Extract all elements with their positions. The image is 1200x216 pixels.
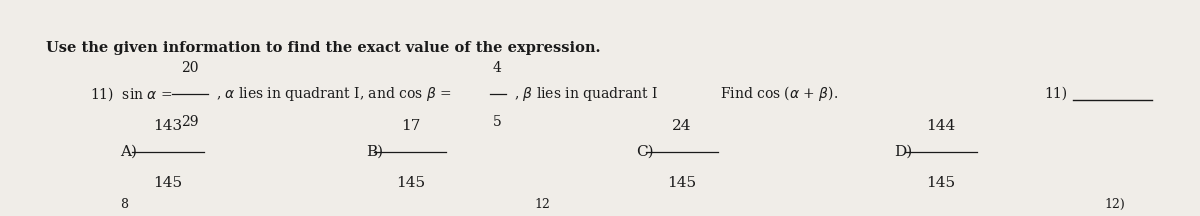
Text: 11): 11) [1044,87,1067,101]
Text: 29: 29 [181,115,198,129]
Text: 20: 20 [181,61,198,75]
Text: 24: 24 [672,119,691,133]
Text: Use the given information to find the exact value of the expression.: Use the given information to find the ex… [46,41,600,54]
Text: B): B) [366,144,383,158]
Text: C): C) [636,144,654,158]
Text: 4: 4 [492,61,502,75]
Text: 8: 8 [120,198,128,211]
Text: A): A) [120,144,137,158]
Text: 17: 17 [401,119,420,133]
Text: 12: 12 [534,198,550,211]
Text: 145: 145 [396,176,425,189]
Text: 145: 145 [667,176,696,189]
Text: 145: 145 [154,176,182,189]
Text: 12): 12) [1104,198,1124,211]
Text: 11)  sin $\alpha$ =: 11) sin $\alpha$ = [90,85,173,103]
Text: 5: 5 [492,115,502,129]
Text: D): D) [894,144,912,158]
Text: 143: 143 [154,119,182,133]
Text: , $\alpha$ lies in quadrant I, and cos $\beta$ =: , $\alpha$ lies in quadrant I, and cos $… [216,85,451,103]
Text: 144: 144 [926,119,955,133]
Text: , $\beta$ lies in quadrant I: , $\beta$ lies in quadrant I [514,85,658,103]
Text: 145: 145 [926,176,955,189]
Text: Find cos ($\alpha$ + $\beta$).: Find cos ($\alpha$ + $\beta$). [720,84,839,103]
